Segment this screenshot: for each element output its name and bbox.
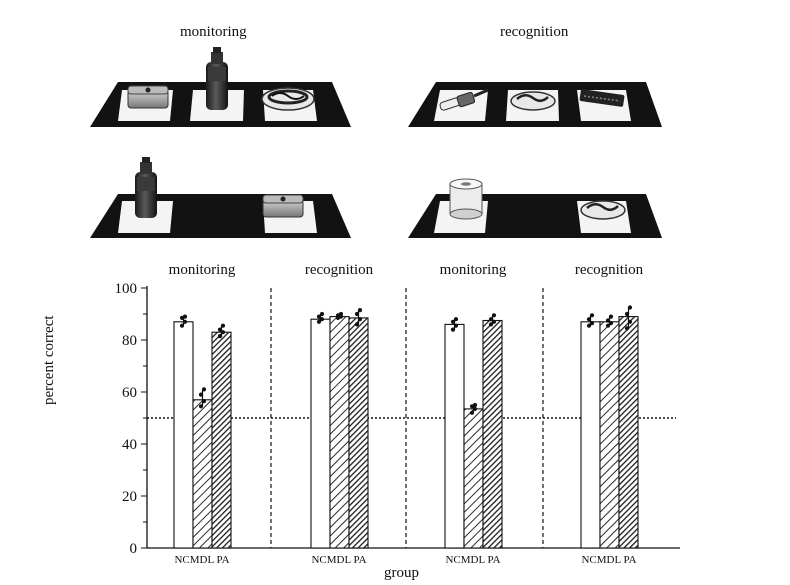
y-tick-label: 80 — [122, 333, 137, 349]
tray-recognition-choice — [408, 178, 662, 238]
harmonica-icon — [579, 89, 625, 107]
bar — [463, 408, 484, 549]
bar — [348, 317, 369, 549]
data-point — [624, 311, 630, 317]
group-tick-label: NCMDL PA — [311, 554, 366, 566]
data-point — [627, 305, 633, 310]
data-point — [469, 410, 475, 415]
data-point — [488, 317, 494, 322]
y-tick-label: 60 — [122, 385, 137, 401]
data-point — [608, 314, 614, 319]
data-point — [586, 323, 592, 328]
data-point — [450, 327, 456, 332]
data-point — [319, 311, 325, 317]
data-point — [586, 317, 592, 322]
brush-icon — [439, 88, 489, 111]
data-point — [338, 311, 344, 317]
data-point — [450, 319, 456, 324]
group-tick-label: NCMDL PA — [174, 554, 229, 566]
panel-title: monitoring — [440, 262, 507, 278]
ashtray-icon — [261, 87, 315, 111]
roll-icon — [449, 178, 483, 220]
data-point — [198, 392, 204, 397]
dish-icon — [510, 91, 556, 111]
data-point — [453, 323, 459, 328]
data-point — [179, 323, 185, 328]
data-point — [491, 319, 497, 324]
sponge-icon — [127, 85, 169, 109]
tray-recognition-sample — [408, 82, 662, 127]
bottle-icon — [206, 47, 228, 110]
data-point — [589, 321, 595, 326]
data-point — [354, 311, 360, 317]
data-point — [220, 323, 226, 328]
bar — [211, 331, 232, 549]
data-point — [488, 322, 494, 327]
photo-title-monitoring: monitoring — [180, 24, 247, 40]
data-point — [453, 317, 459, 322]
data-point — [589, 313, 595, 318]
bar — [599, 321, 620, 549]
data-point — [319, 317, 325, 322]
tray-monitoring-choice — [90, 157, 351, 238]
data-point — [605, 323, 611, 328]
panel-title: recognition — [305, 262, 374, 278]
data-point — [491, 313, 497, 318]
tray-monitoring-sample — [90, 47, 351, 127]
data-point — [472, 402, 478, 408]
data-point — [608, 321, 614, 326]
bar — [618, 316, 639, 549]
bar — [173, 321, 194, 549]
bar — [580, 321, 601, 549]
task-illustrations — [90, 47, 662, 238]
bar — [310, 318, 331, 549]
bar — [444, 323, 465, 549]
data-point — [627, 319, 633, 324]
data-point — [316, 314, 322, 319]
x-axis-label: group — [384, 565, 419, 581]
y-tick-label: 20 — [122, 489, 137, 505]
bar — [192, 399, 213, 549]
data-point — [357, 308, 363, 313]
y-tick-label: 40 — [122, 437, 137, 453]
bar — [329, 316, 350, 549]
bottle-icon — [135, 157, 157, 218]
y-tick-label: 0 — [130, 541, 138, 557]
data-point — [182, 319, 188, 324]
data-point — [182, 314, 188, 319]
sponge-icon — [262, 194, 304, 218]
group-tick-label: NCMDL PA — [581, 554, 636, 566]
group-tick-label: NCMDL PA — [445, 554, 500, 566]
y-tick-label: 100 — [115, 281, 138, 297]
data-point — [198, 404, 204, 409]
bar — [482, 319, 503, 549]
data-point — [217, 327, 223, 332]
data-point — [472, 406, 478, 411]
data-point — [605, 318, 611, 323]
data-point — [201, 399, 207, 404]
data-point — [316, 319, 322, 324]
y-axis-label: percent correct — [41, 315, 57, 405]
data-point — [354, 322, 360, 327]
panel-title: recognition — [575, 262, 644, 278]
data-point — [217, 334, 223, 339]
photo-title-recognition: recognition — [500, 24, 569, 40]
data-point — [201, 387, 207, 392]
data-point — [624, 326, 630, 331]
data-point — [357, 317, 363, 322]
panel-title: monitoring — [169, 262, 236, 278]
dish-icon — [580, 200, 626, 220]
data-point — [220, 330, 226, 335]
